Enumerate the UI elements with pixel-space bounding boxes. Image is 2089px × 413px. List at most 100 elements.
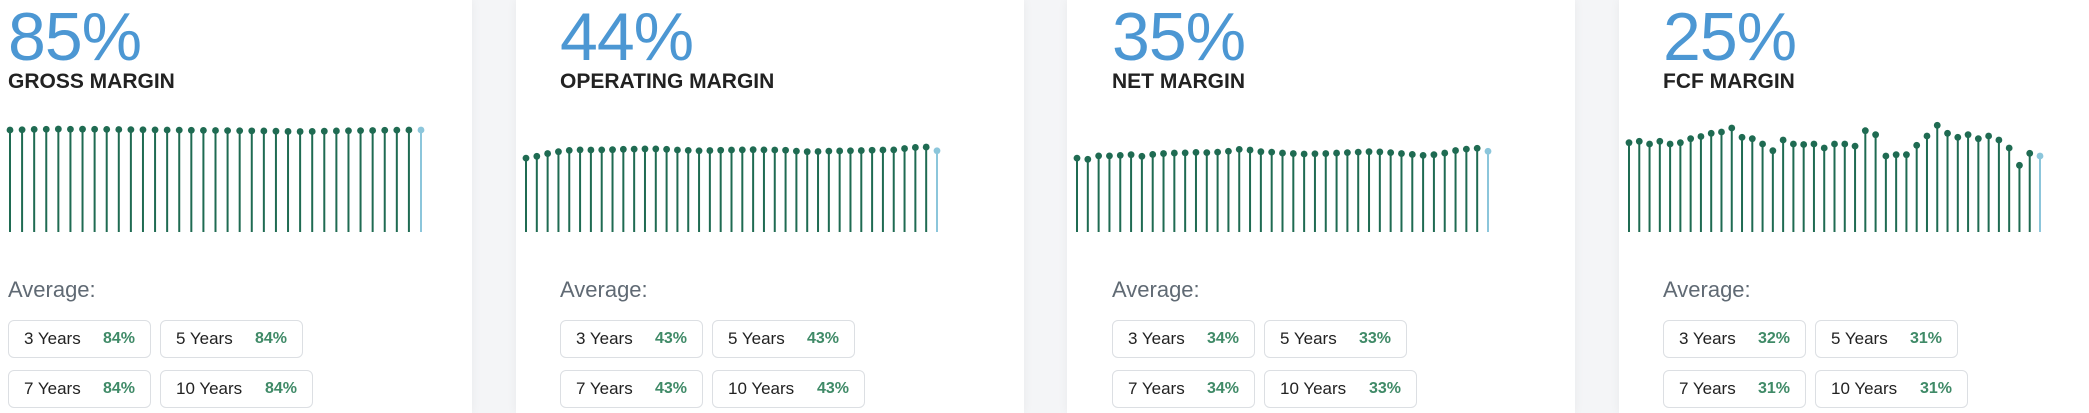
data-point[interactable] — [1923, 132, 1931, 140]
avg-10-years[interactable]: 10 Years 31% — [1815, 370, 1968, 408]
data-point[interactable] — [598, 146, 606, 154]
data-point[interactable] — [1452, 147, 1459, 154]
data-point[interactable] — [296, 128, 304, 135]
data-point[interactable] — [1800, 141, 1808, 148]
data-point[interactable] — [825, 147, 833, 155]
data-point[interactable] — [212, 127, 219, 134]
data-point[interactable] — [803, 148, 811, 156]
data-point[interactable] — [1073, 154, 1081, 162]
data-point[interactable] — [576, 146, 584, 154]
data-point[interactable] — [200, 126, 207, 134]
data-point[interactable] — [1810, 140, 1818, 148]
data-point[interactable] — [1430, 151, 1438, 159]
data-point[interactable] — [417, 126, 425, 134]
data-point[interactable] — [248, 127, 256, 135]
data-point[interactable] — [1697, 133, 1705, 140]
avg-10-years[interactable]: 10 Years 43% — [712, 370, 865, 408]
data-point[interactable] — [1473, 144, 1481, 152]
data-point[interactable] — [1235, 145, 1243, 153]
data-point[interactable] — [163, 126, 171, 134]
avg-7-years[interactable]: 7 Years 31% — [1663, 370, 1806, 408]
avg-5-years[interactable]: 5 Years 33% — [1264, 320, 1407, 358]
data-point[interactable] — [2005, 144, 2013, 152]
data-point[interactable] — [224, 127, 231, 134]
data-point[interactable] — [728, 146, 735, 154]
data-point[interactable] — [1300, 150, 1308, 158]
data-point[interactable] — [369, 127, 377, 134]
data-point[interactable] — [890, 146, 898, 154]
data-point[interactable] — [2026, 149, 2034, 157]
avg-3-years[interactable]: 3 Years 32% — [1663, 320, 1806, 358]
data-point[interactable] — [1656, 137, 1664, 145]
data-point[interactable] — [1279, 149, 1286, 157]
data-point[interactable] — [1995, 136, 2003, 144]
data-point[interactable] — [1841, 140, 1849, 148]
data-point[interactable] — [609, 146, 616, 154]
avg-3-years[interactable]: 3 Years 84% — [8, 320, 151, 358]
data-point[interactable] — [1408, 151, 1416, 158]
data-point[interactable] — [54, 125, 62, 133]
data-point[interactable] — [1225, 147, 1232, 155]
data-point[interactable] — [1257, 148, 1265, 156]
data-point[interactable] — [1343, 149, 1351, 157]
avg-3-years[interactable]: 3 Years 43% — [560, 320, 703, 358]
data-point[interactable] — [1106, 152, 1113, 160]
data-point[interactable] — [933, 147, 941, 155]
data-point[interactable] — [1903, 151, 1910, 159]
data-point[interactable] — [1944, 129, 1951, 137]
data-point[interactable] — [674, 146, 681, 154]
data-point[interactable] — [1484, 147, 1492, 155]
data-point[interactable] — [103, 126, 111, 133]
data-point[interactable] — [1861, 127, 1869, 135]
data-point[interactable] — [901, 145, 908, 152]
data-point[interactable] — [1095, 152, 1103, 160]
data-point[interactable] — [1718, 128, 1725, 136]
data-point[interactable] — [1214, 148, 1222, 156]
data-point[interactable] — [1365, 148, 1373, 156]
data-point[interactable] — [771, 146, 779, 154]
avg-3-years[interactable]: 3 Years 34% — [1112, 320, 1255, 358]
data-point[interactable] — [381, 126, 389, 134]
data-point[interactable] — [1387, 149, 1395, 157]
data-point[interactable] — [332, 127, 340, 135]
data-point[interactable] — [79, 125, 86, 133]
data-point[interactable] — [1376, 148, 1384, 156]
data-point[interactable] — [760, 146, 768, 154]
data-point[interactable] — [749, 146, 757, 154]
data-point[interactable] — [1268, 148, 1276, 156]
data-point[interactable] — [284, 128, 292, 135]
data-point[interactable] — [717, 146, 725, 154]
data-point[interactable] — [357, 127, 364, 134]
data-point[interactable] — [1441, 149, 1449, 157]
data-point[interactable] — [1820, 144, 1828, 152]
data-point[interactable] — [272, 127, 280, 135]
data-point[interactable] — [127, 126, 135, 134]
data-point[interactable] — [684, 147, 692, 154]
data-point[interactable] — [1728, 124, 1736, 132]
data-point[interactable] — [1872, 131, 1879, 139]
data-point[interactable] — [151, 126, 159, 134]
data-point[interactable] — [1748, 135, 1756, 143]
data-point[interactable] — [782, 146, 789, 154]
data-point[interactable] — [555, 148, 562, 156]
data-point[interactable] — [345, 127, 352, 135]
data-point[interactable] — [652, 145, 660, 153]
data-point[interactable] — [1149, 151, 1157, 158]
data-point[interactable] — [857, 147, 865, 154]
data-point[interactable] — [738, 146, 746, 154]
data-point[interactable] — [1398, 150, 1405, 157]
data-point[interactable] — [565, 147, 573, 154]
data-point[interactable] — [1084, 155, 1092, 163]
data-point[interactable] — [1913, 141, 1921, 149]
data-point[interactable] — [630, 145, 638, 153]
data-point[interactable] — [1625, 139, 1633, 147]
data-point[interactable] — [1322, 150, 1330, 157]
avg-7-years[interactable]: 7 Years 34% — [1112, 370, 1255, 408]
data-point[interactable] — [587, 146, 595, 154]
data-point[interactable] — [533, 152, 541, 160]
data-point[interactable] — [1676, 139, 1684, 147]
data-point[interactable] — [1974, 135, 1982, 143]
data-point[interactable] — [911, 144, 919, 151]
data-point[interactable] — [1203, 149, 1211, 157]
avg-5-years[interactable]: 5 Years 43% — [712, 320, 855, 358]
